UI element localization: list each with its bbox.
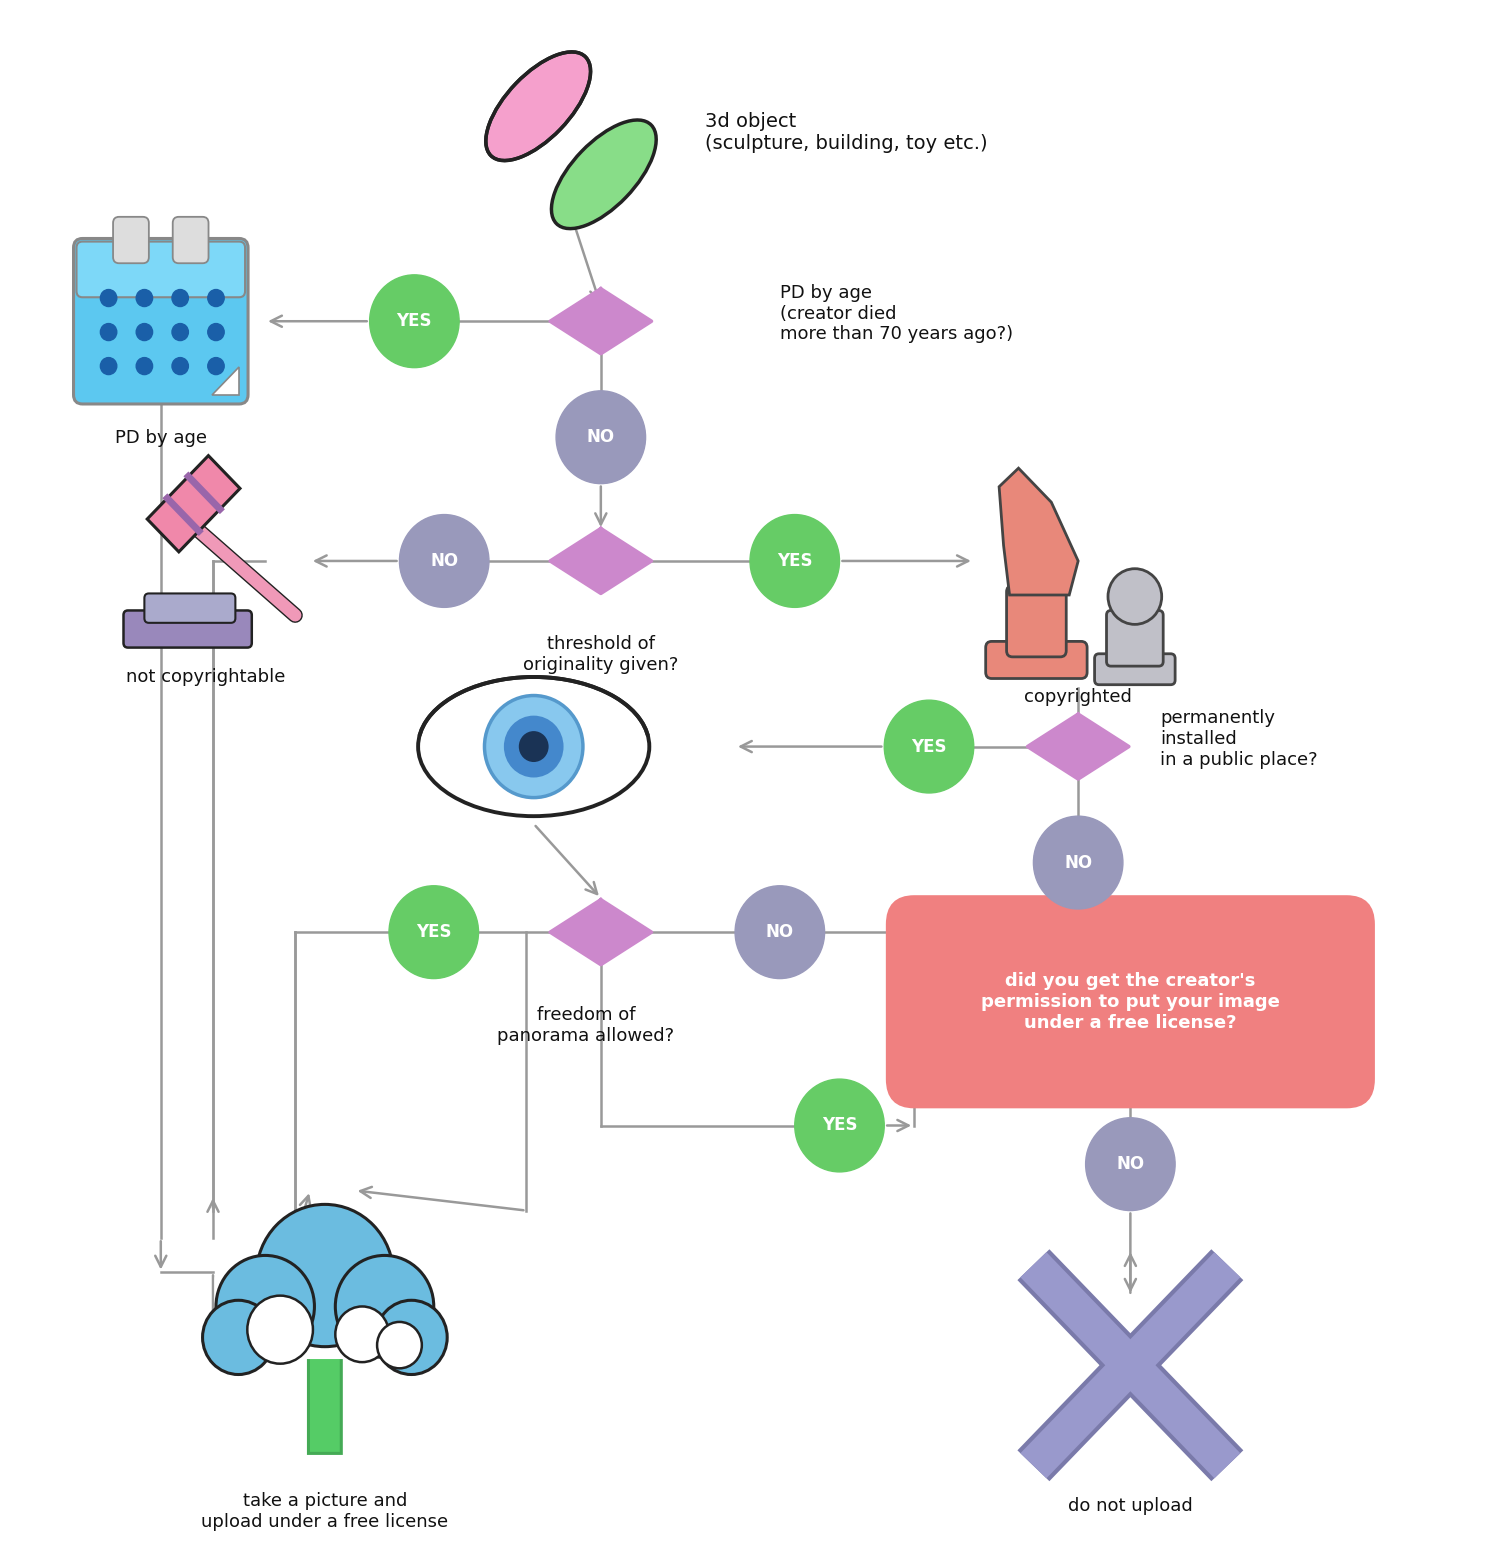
Text: did you get the creator's
permission to put your image
under a free license?: did you get the creator's permission to … xyxy=(981,972,1280,1031)
Circle shape xyxy=(136,323,153,341)
Circle shape xyxy=(484,695,584,798)
Text: NO: NO xyxy=(766,924,794,941)
Circle shape xyxy=(209,323,224,341)
Circle shape xyxy=(1034,816,1124,910)
Polygon shape xyxy=(550,289,651,353)
Circle shape xyxy=(336,1255,433,1358)
Circle shape xyxy=(376,1322,422,1368)
Circle shape xyxy=(100,289,117,306)
Circle shape xyxy=(172,358,189,375)
Text: threshold of
originality given?: threshold of originality given? xyxy=(524,634,678,673)
Circle shape xyxy=(209,358,224,375)
Circle shape xyxy=(136,289,153,306)
FancyBboxPatch shape xyxy=(1107,611,1162,666)
Polygon shape xyxy=(550,900,651,964)
FancyBboxPatch shape xyxy=(74,238,248,404)
Circle shape xyxy=(100,323,117,341)
Polygon shape xyxy=(550,529,651,594)
Text: NO: NO xyxy=(1116,1155,1144,1172)
Polygon shape xyxy=(1028,714,1130,779)
Circle shape xyxy=(1108,569,1161,625)
Circle shape xyxy=(556,390,645,484)
Circle shape xyxy=(884,700,974,793)
Circle shape xyxy=(256,1205,393,1347)
FancyBboxPatch shape xyxy=(986,641,1088,678)
Ellipse shape xyxy=(486,51,591,160)
Text: YES: YES xyxy=(822,1116,858,1135)
FancyArrow shape xyxy=(290,1298,360,1454)
Circle shape xyxy=(369,275,459,367)
Circle shape xyxy=(100,358,117,375)
Text: not copyrightable: not copyrightable xyxy=(126,667,285,686)
Circle shape xyxy=(172,323,189,341)
Text: permanently
installed
in a public place?: permanently installed in a public place? xyxy=(1160,709,1318,768)
Circle shape xyxy=(172,289,189,306)
FancyBboxPatch shape xyxy=(1007,586,1066,656)
Circle shape xyxy=(750,515,840,608)
Text: take a picture and
upload under a free license: take a picture and upload under a free l… xyxy=(201,1493,448,1530)
Circle shape xyxy=(795,1079,885,1172)
FancyBboxPatch shape xyxy=(1095,653,1174,684)
Text: freedom of
panorama allowed?: freedom of panorama allowed? xyxy=(498,1006,675,1045)
Text: YES: YES xyxy=(416,924,452,941)
FancyBboxPatch shape xyxy=(76,241,245,297)
Circle shape xyxy=(388,886,478,978)
FancyBboxPatch shape xyxy=(144,594,236,624)
FancyBboxPatch shape xyxy=(112,216,148,263)
Circle shape xyxy=(375,1300,447,1375)
Circle shape xyxy=(202,1300,274,1375)
Circle shape xyxy=(504,715,564,778)
Text: 3d object
(sculpture, building, toy etc.): 3d object (sculpture, building, toy etc.… xyxy=(705,112,989,152)
Circle shape xyxy=(735,886,825,978)
Text: YES: YES xyxy=(396,313,432,330)
Circle shape xyxy=(1086,1118,1174,1210)
Circle shape xyxy=(519,731,549,762)
FancyBboxPatch shape xyxy=(886,897,1374,1107)
Text: YES: YES xyxy=(777,552,813,571)
Text: NO: NO xyxy=(1064,854,1092,871)
FancyBboxPatch shape xyxy=(214,1275,435,1359)
Ellipse shape xyxy=(419,676,650,816)
FancyBboxPatch shape xyxy=(123,611,252,647)
Text: PD by age
(creator died
more than 70 years ago?): PD by age (creator died more than 70 yea… xyxy=(780,283,1012,344)
FancyBboxPatch shape xyxy=(172,216,208,263)
Circle shape xyxy=(336,1306,388,1362)
Polygon shape xyxy=(213,367,238,395)
Text: do not upload: do not upload xyxy=(1068,1497,1192,1515)
Circle shape xyxy=(216,1255,315,1358)
Circle shape xyxy=(248,1295,314,1364)
Circle shape xyxy=(209,289,224,306)
Polygon shape xyxy=(999,468,1078,596)
Text: PD by age: PD by age xyxy=(116,429,207,446)
Text: NO: NO xyxy=(586,428,615,446)
Circle shape xyxy=(136,358,153,375)
Ellipse shape xyxy=(552,120,656,229)
Text: NO: NO xyxy=(430,552,459,571)
Polygon shape xyxy=(147,456,240,552)
Text: YES: YES xyxy=(910,737,946,756)
Text: copyrighted: copyrighted xyxy=(1024,687,1132,706)
Circle shape xyxy=(399,515,489,608)
